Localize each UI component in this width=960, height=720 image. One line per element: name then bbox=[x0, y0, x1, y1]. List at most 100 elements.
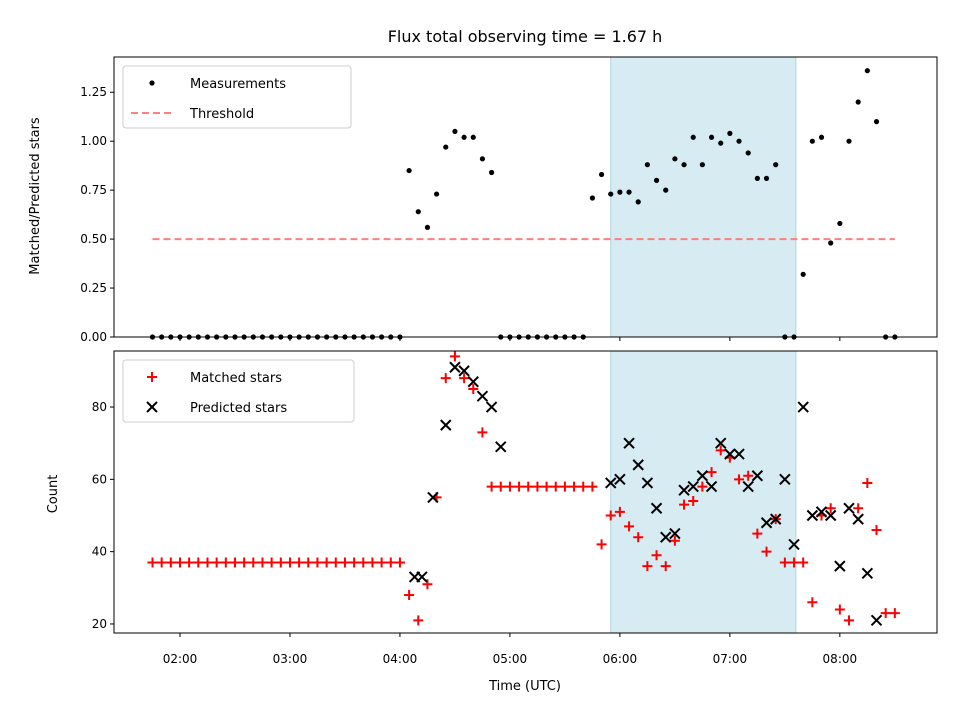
matched-star-point bbox=[184, 557, 195, 568]
predicted-star-point bbox=[733, 448, 745, 460]
matched-star-point bbox=[862, 477, 873, 488]
measurement-point bbox=[690, 134, 696, 140]
matched-star-point bbox=[312, 557, 323, 568]
matched-star-point bbox=[449, 351, 460, 362]
bottom-y-tick-label: 40 bbox=[92, 545, 107, 559]
predicted-star-point bbox=[458, 365, 470, 377]
matched-star-point bbox=[807, 597, 818, 608]
top-y-axis-label: Matched/Predicted stars bbox=[28, 117, 43, 275]
matched-star-point bbox=[752, 528, 763, 539]
top-legend: Measurements Threshold bbox=[122, 65, 352, 129]
bottom-axes-frame bbox=[113, 350, 938, 634]
x-tick-label: 08:00 bbox=[823, 652, 858, 666]
matched-star-point bbox=[633, 532, 644, 543]
predicted-star-point bbox=[632, 459, 644, 471]
predicted-star-point bbox=[824, 509, 837, 522]
matched-star-point bbox=[688, 496, 699, 507]
measurement-point bbox=[653, 177, 660, 183]
chart-title: Flux total observing time = 1.67 h bbox=[388, 27, 663, 46]
measurement-point bbox=[663, 187, 669, 193]
predicted-star-point bbox=[797, 401, 809, 413]
bottom-series-matched-stars bbox=[147, 351, 900, 626]
top-series-measurements bbox=[149, 68, 898, 340]
bottom-legend: Matched stars Predicted stars bbox=[122, 359, 355, 423]
measurement-point bbox=[434, 191, 440, 197]
predicted-star-point bbox=[669, 527, 681, 540]
measurement-point bbox=[635, 199, 641, 205]
measurement-point bbox=[617, 189, 623, 195]
measurement-point bbox=[672, 156, 678, 162]
bottom-y-tick-label: 60 bbox=[92, 472, 107, 486]
matched-star-point bbox=[477, 427, 488, 438]
matched-star-point bbox=[669, 535, 680, 546]
matched-star-point bbox=[871, 524, 882, 535]
top-y-tick-label: 0.00 bbox=[80, 330, 107, 344]
matched-star-point bbox=[541, 481, 552, 492]
matched-star-point bbox=[789, 557, 800, 568]
bottom-series-predicted-stars bbox=[408, 361, 883, 627]
legend-marker-dot bbox=[149, 80, 155, 86]
predicted-star-point bbox=[751, 470, 764, 482]
matched-star-point bbox=[844, 615, 855, 626]
matched-star-point bbox=[834, 604, 845, 615]
measurement-point bbox=[589, 195, 596, 201]
matched-star-point bbox=[825, 503, 836, 514]
legend-label: Measurements bbox=[190, 77, 286, 92]
x-tick-label: 07:00 bbox=[713, 652, 748, 666]
predicted-star-point bbox=[870, 614, 883, 627]
top-shaded-region bbox=[610, 56, 797, 338]
matched-star-point bbox=[853, 503, 864, 514]
predicted-star-point bbox=[861, 567, 874, 580]
matched-star-point bbox=[229, 557, 240, 568]
legend-box bbox=[122, 65, 352, 129]
x-tick-label: 02:00 bbox=[163, 652, 198, 666]
matched-star-point bbox=[651, 550, 662, 561]
matched-star-point bbox=[559, 481, 570, 492]
x-tick-label: 04:00 bbox=[383, 652, 418, 666]
predicted-star-point bbox=[843, 502, 855, 514]
top-y-tick-label: 0.25 bbox=[80, 281, 107, 295]
measurement-point bbox=[470, 134, 476, 140]
matched-star-point bbox=[211, 557, 222, 568]
predicted-star-point bbox=[779, 473, 791, 486]
measurement-point bbox=[763, 175, 770, 181]
matched-star-point bbox=[339, 557, 350, 568]
matched-star-point bbox=[239, 557, 250, 568]
matched-star-point bbox=[596, 539, 607, 550]
matched-star-point bbox=[504, 481, 515, 492]
top-y-tick-label: 0.50 bbox=[80, 232, 107, 246]
measurement-point bbox=[708, 134, 715, 140]
matched-star-point bbox=[468, 383, 479, 394]
matched-star-point bbox=[376, 557, 387, 568]
x-tick-label: 03:00 bbox=[273, 652, 308, 666]
top-y-tick-label: 0.75 bbox=[80, 183, 107, 197]
matched-star-point bbox=[889, 608, 900, 619]
matched-star-point bbox=[660, 561, 671, 572]
measurement-point bbox=[800, 271, 806, 277]
predicted-star-point bbox=[760, 517, 773, 529]
predicted-star-point bbox=[427, 491, 439, 504]
matched-star-point bbox=[330, 557, 341, 568]
matched-star-point bbox=[743, 470, 754, 481]
measurement-point bbox=[773, 162, 779, 168]
matched-star-point bbox=[578, 481, 589, 492]
matched-star-point bbox=[303, 557, 314, 568]
predicted-star-point bbox=[724, 448, 736, 460]
measurement-point bbox=[699, 162, 705, 168]
matched-star-point bbox=[587, 481, 598, 492]
predicted-star-point bbox=[715, 437, 727, 449]
measurement-point bbox=[644, 162, 650, 168]
matched-star-point bbox=[880, 608, 891, 619]
legend-marker-x bbox=[146, 401, 158, 413]
matched-star-point bbox=[193, 557, 204, 568]
matched-star-point bbox=[679, 499, 690, 510]
measurement-point bbox=[608, 191, 614, 197]
matched-star-point bbox=[459, 373, 470, 384]
measurement-point bbox=[818, 134, 825, 140]
matched-star-point bbox=[642, 561, 653, 572]
bottom-y-tick-label: 20 bbox=[92, 617, 107, 631]
measurement-point bbox=[864, 68, 870, 74]
legend-label: Matched stars bbox=[190, 371, 282, 386]
measurement-point bbox=[727, 130, 733, 136]
